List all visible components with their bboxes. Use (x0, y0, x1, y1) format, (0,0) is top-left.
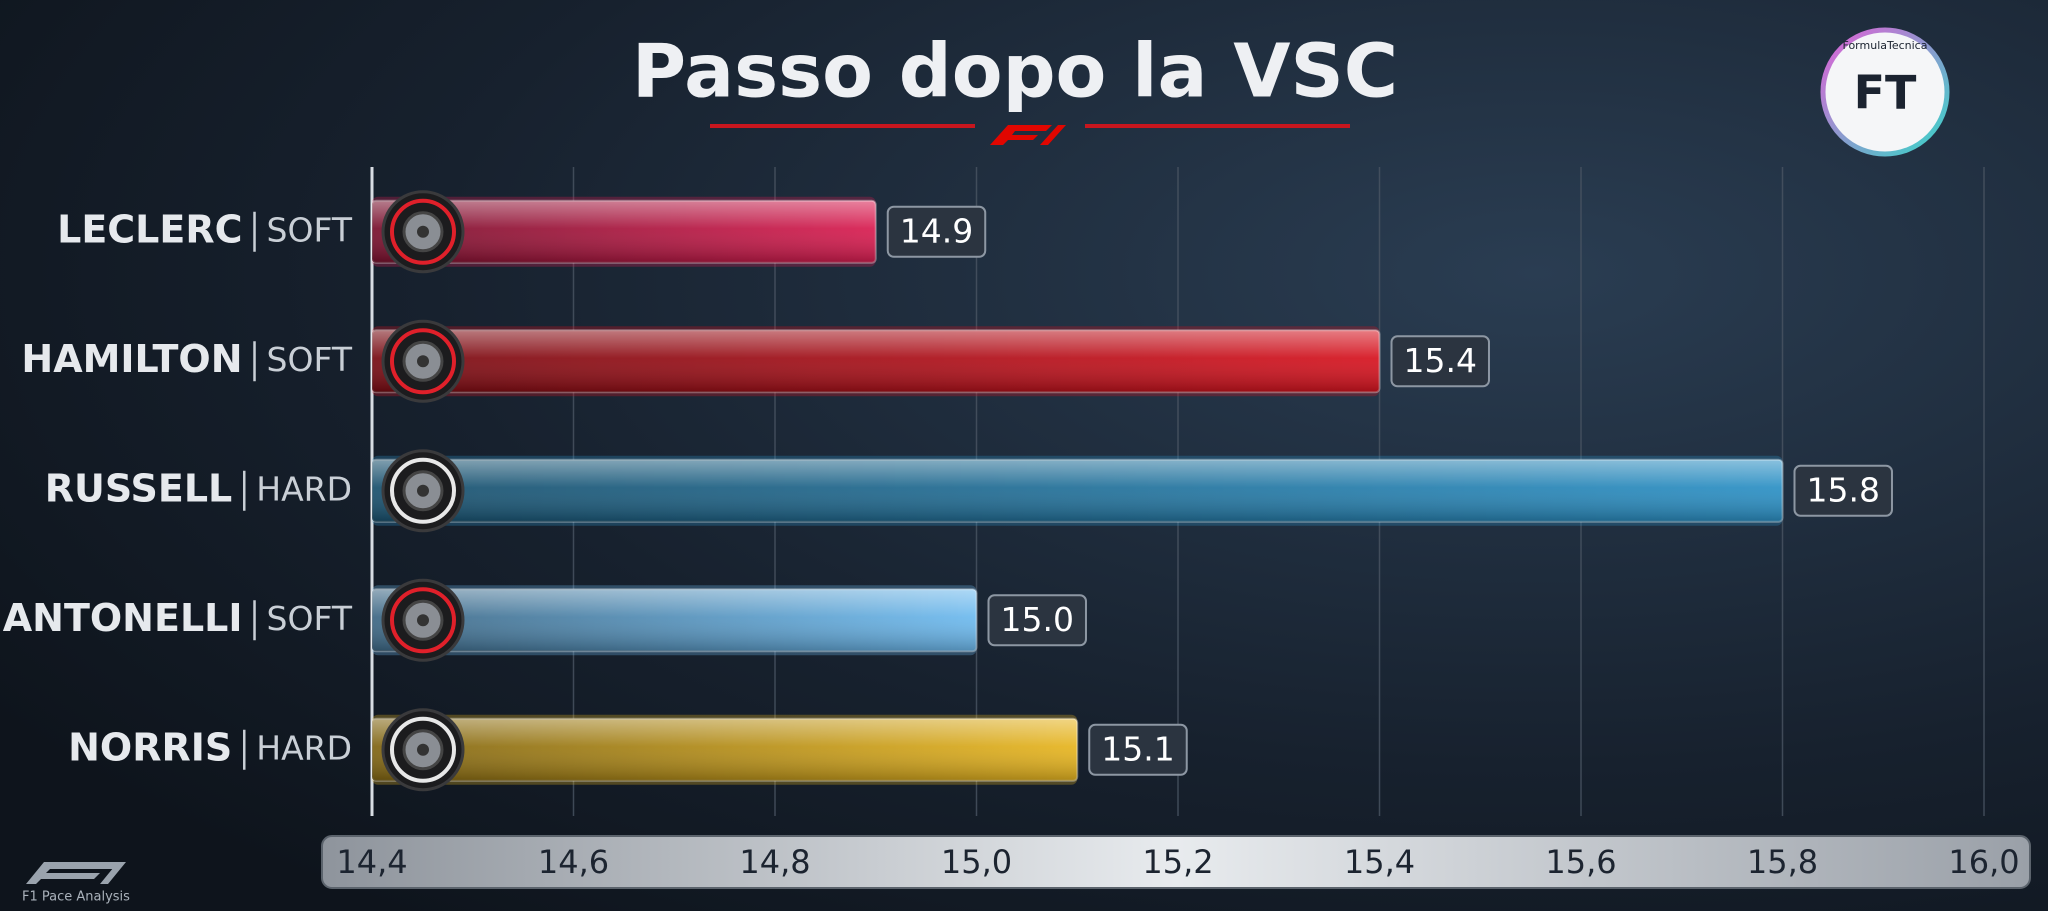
category-label: NORRIS (68, 725, 232, 769)
tyre-hub (417, 355, 429, 368)
category-label: SOFT (267, 599, 353, 638)
bar-shine (372, 459, 1783, 522)
category-label: RUSSELL (45, 466, 233, 510)
bar-shine (372, 330, 1380, 393)
x-axis-strip (321, 835, 2031, 889)
value-label: 15.4 (1404, 341, 1477, 380)
x-tick-label: 14,6 (538, 843, 609, 881)
value-label-box (1793, 464, 1893, 517)
logo-mark: FT (1854, 66, 1917, 120)
x-tick-label: 15,0 (941, 843, 1012, 881)
value-label-box (1088, 723, 1188, 776)
plot-area: 14,4 14,6 14,8 15,0 15,2 15,4 15,6 15,8 16,0 SOFT… (3, 167, 2031, 889)
x-tick-label: 15,8 (1747, 843, 1818, 881)
chart-title: Passo dopo la VSC (632, 29, 1398, 115)
category-label: LECLERC (57, 207, 242, 251)
x-tick-label: 15,4 (1344, 843, 1415, 881)
tyre-band (390, 716, 456, 783)
f1-emblem (710, 124, 1350, 145)
category-label: HARD (256, 469, 352, 508)
category-label: ANTONELLI (3, 596, 243, 640)
value-label-box (886, 205, 987, 258)
value-label: 14.9 (900, 211, 973, 250)
category-label: HAMILTON (21, 337, 242, 381)
x-tick-label: 15,2 (1142, 843, 1213, 881)
bar-shine (372, 718, 1078, 781)
tyre-hub (417, 225, 429, 238)
tyre-band (390, 198, 456, 265)
x-tick-label: 16,0 (1948, 843, 2019, 881)
footer-logo: F1 Pace Analysis (22, 862, 130, 905)
tyre-band (390, 587, 456, 654)
tyre-band (390, 457, 456, 524)
x-tick-label: 14,4 (336, 843, 407, 881)
value-label: 15.1 (1101, 729, 1174, 768)
x-tick-label: 15,6 (1545, 843, 1616, 881)
value-label: 15.8 (1807, 470, 1880, 509)
tyre-hub (417, 743, 429, 756)
tyre-band (390, 328, 456, 395)
value-label: 15.0 (1001, 600, 1074, 639)
tyre-hub (417, 484, 429, 497)
x-tick-label: 14,8 (739, 843, 810, 881)
bar-shine (372, 589, 977, 652)
value-label-box (987, 594, 1087, 647)
category-label: HARD (256, 728, 352, 767)
logo: FT FormulaTecnica (1820, 27, 1950, 157)
category-label: SOFT (267, 210, 353, 249)
footer: F1 Pace Analysis (22, 890, 130, 905)
bar-shine (372, 200, 876, 263)
value-label-box (1390, 335, 1490, 388)
category-label: SOFT (267, 340, 353, 379)
logo-name: FormulaTecnica (1843, 39, 1928, 52)
tyre-hub (417, 614, 429, 627)
